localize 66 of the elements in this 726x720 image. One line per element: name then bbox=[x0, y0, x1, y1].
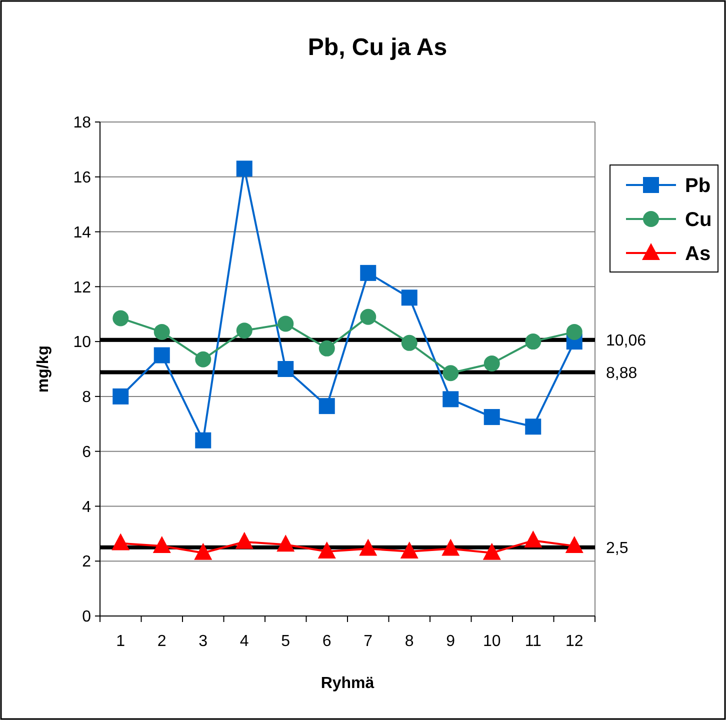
point bbox=[276, 534, 295, 552]
point bbox=[278, 361, 294, 377]
point bbox=[442, 365, 459, 382]
point bbox=[484, 409, 500, 426]
point bbox=[112, 533, 130, 550]
ref-line-label: 2,5 bbox=[606, 540, 628, 557]
point bbox=[359, 538, 378, 556]
point bbox=[442, 538, 460, 556]
x-tick-label: 12 bbox=[565, 633, 584, 650]
y-tick-label: 6 bbox=[82, 444, 92, 461]
point bbox=[400, 542, 418, 559]
point bbox=[154, 347, 170, 364]
point bbox=[154, 324, 170, 340]
point bbox=[195, 432, 212, 448]
legend-label: Pb bbox=[685, 175, 711, 197]
x-tick-label: 10 bbox=[482, 633, 501, 650]
point bbox=[360, 308, 376, 325]
x-tick-label: 6 bbox=[322, 633, 332, 650]
point bbox=[442, 391, 459, 408]
point bbox=[236, 322, 252, 339]
y-tick-label: 16 bbox=[73, 169, 92, 186]
point bbox=[194, 542, 212, 560]
point bbox=[152, 536, 171, 554]
point bbox=[318, 542, 336, 559]
point bbox=[235, 532, 254, 549]
legend-label: As bbox=[685, 243, 711, 265]
y-tick-label: 2 bbox=[82, 554, 92, 571]
y-tick-label: 0 bbox=[82, 608, 92, 626]
y-tick-label: 4 bbox=[82, 498, 92, 516]
point bbox=[525, 334, 542, 350]
x-tick-label: 9 bbox=[446, 633, 456, 650]
x-tick-label: 11 bbox=[524, 633, 542, 650]
y-tick-label: 12 bbox=[73, 279, 92, 296]
ref-line-label: 8,88 bbox=[606, 364, 638, 382]
x-tick-label: 8 bbox=[404, 633, 414, 650]
x-tick-label: 5 bbox=[281, 633, 290, 650]
x-axis-title: Ryhmä bbox=[320, 675, 374, 692]
y-tick-label: 10 bbox=[73, 334, 92, 352]
point bbox=[278, 316, 294, 332]
point bbox=[318, 398, 335, 414]
x-tick-label: 7 bbox=[364, 633, 373, 650]
y-tick-label: 14 bbox=[73, 224, 92, 242]
point bbox=[566, 324, 582, 340]
point bbox=[195, 351, 212, 368]
point bbox=[482, 542, 501, 560]
point bbox=[318, 340, 335, 356]
ref-line-label: 10,06 bbox=[606, 332, 646, 350]
point bbox=[524, 530, 542, 548]
point bbox=[401, 334, 418, 351]
x-tick-label: 2 bbox=[157, 633, 166, 650]
point bbox=[525, 418, 542, 435]
legend-label: Cu bbox=[685, 209, 712, 231]
x-tick-label: 4 bbox=[240, 633, 249, 650]
point bbox=[565, 536, 584, 554]
point bbox=[360, 264, 376, 281]
y-axis-title: mg/kg bbox=[35, 345, 52, 393]
point bbox=[484, 356, 500, 372]
point bbox=[112, 388, 129, 404]
point bbox=[401, 290, 418, 306]
x-tick-label: 1 bbox=[116, 633, 126, 650]
y-tick-label: 8 bbox=[82, 389, 92, 406]
x-tick-label: 3 bbox=[198, 633, 208, 650]
chart-title: Pb, Cu ja As bbox=[308, 34, 448, 61]
point bbox=[112, 310, 129, 326]
y-tick-label: 18 bbox=[73, 114, 92, 132]
point bbox=[236, 160, 252, 177]
